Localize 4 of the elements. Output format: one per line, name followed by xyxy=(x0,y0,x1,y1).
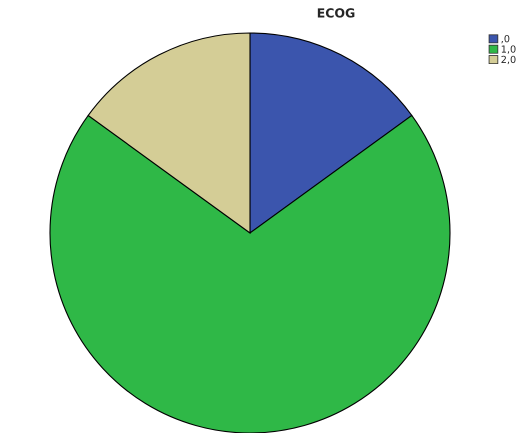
legend-label: ,0 xyxy=(501,34,510,44)
chart-title: ECOG xyxy=(318,8,354,18)
legend-label: 2,0 xyxy=(501,56,516,64)
legend-label: 1,0 xyxy=(502,45,516,54)
